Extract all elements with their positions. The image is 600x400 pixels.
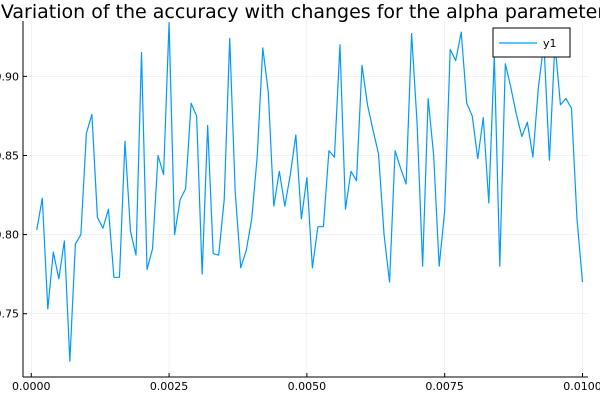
x-tick-label: 0.0025 [150, 380, 189, 393]
legend-label-y1: y1 [543, 37, 557, 50]
tick-labels: 0.0000 0.0025 0.0050 0.0075 0.0100 0.75 0.80 0.… [0, 70, 600, 393]
series-layer [36, 21, 584, 362]
axes [22, 21, 588, 378]
x-tick-label: 0.0050 [288, 380, 327, 393]
grid-lines [23, 21, 588, 377]
x-tick-label: 0.0000 [12, 380, 51, 393]
chart-title: Variation of the accuracy with changes f… [1, 1, 600, 23]
legend: y1 [492, 27, 571, 58]
y-tick-label: 0.85 [0, 149, 19, 162]
y-tick-label: 0.80 [0, 229, 19, 242]
series-line-y1 [36, 21, 584, 362]
y-tick-label: 0.90 [0, 70, 19, 83]
x-tick-label: 0.0100 [563, 380, 600, 393]
x-tick-label: 0.0075 [425, 380, 464, 393]
y-tick-label: 0.75 [0, 308, 19, 321]
